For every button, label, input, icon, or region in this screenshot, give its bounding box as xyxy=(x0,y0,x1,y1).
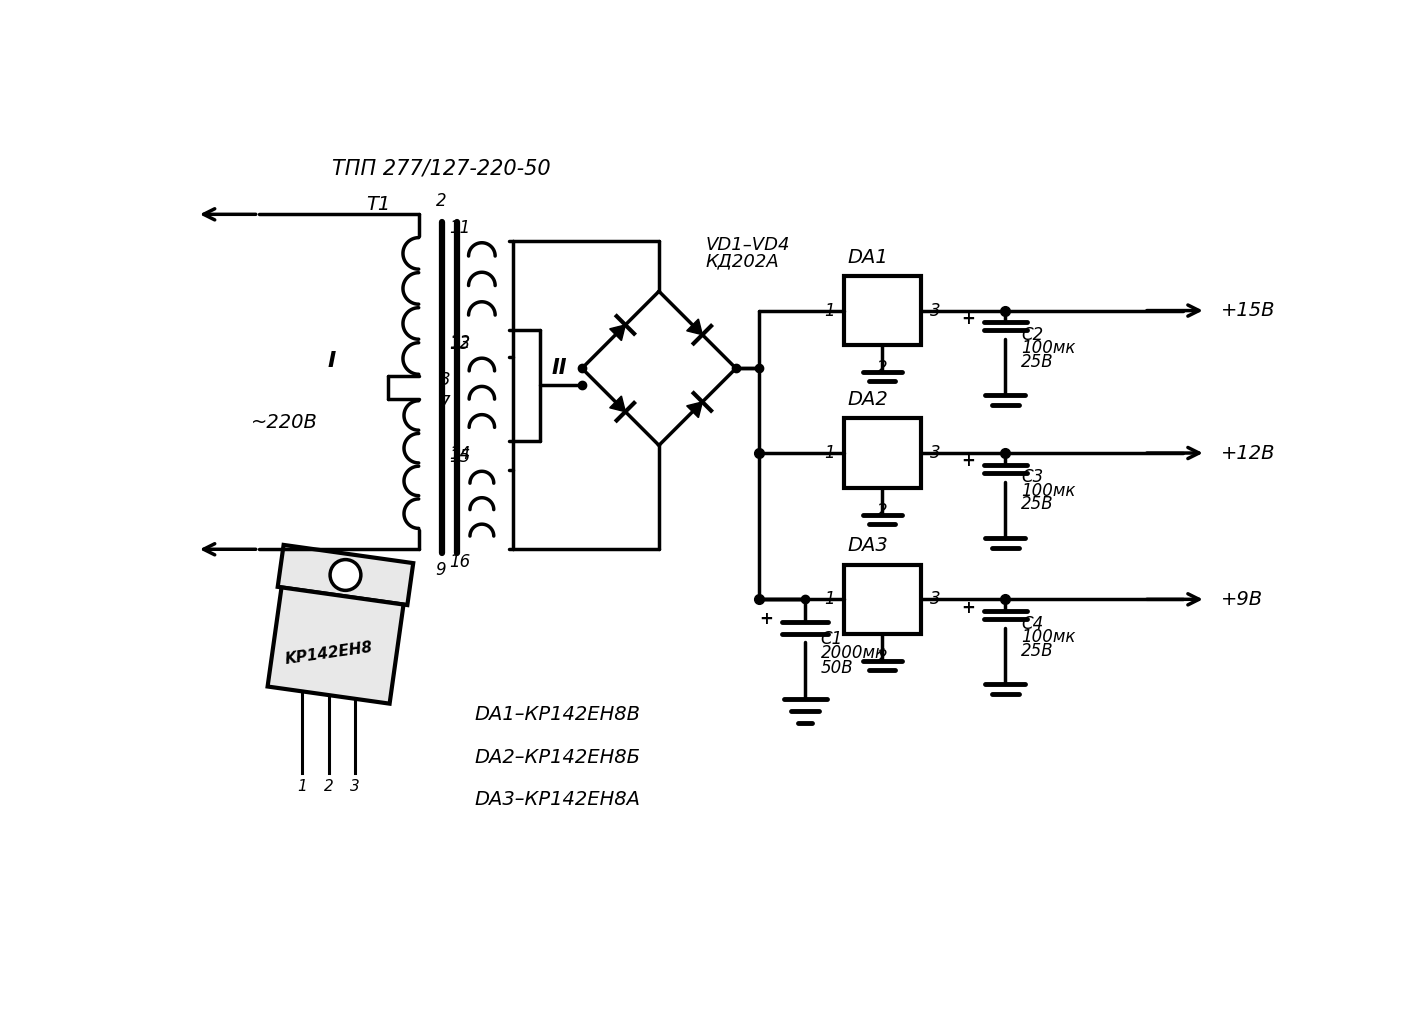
Text: 3: 3 xyxy=(930,444,941,462)
Text: 3: 3 xyxy=(440,371,450,389)
Bar xyxy=(844,276,921,345)
Text: DA3–КР142ЕН8А: DA3–КР142ЕН8А xyxy=(474,790,641,809)
Text: C1: C1 xyxy=(820,630,843,648)
Text: DA2: DA2 xyxy=(847,390,889,409)
Text: 2: 2 xyxy=(436,192,446,210)
Text: 100мк: 100мк xyxy=(1021,339,1075,357)
Text: VD1–VD4: VD1–VD4 xyxy=(705,236,790,254)
Text: 12: 12 xyxy=(449,333,470,352)
Text: 14: 14 xyxy=(449,445,470,463)
Text: I: I xyxy=(328,351,336,371)
Polygon shape xyxy=(609,396,625,411)
Text: 2: 2 xyxy=(877,502,887,519)
Text: +: + xyxy=(961,310,974,328)
Text: 16: 16 xyxy=(449,553,470,571)
Text: KP142EH8: KP142EH8 xyxy=(285,640,375,666)
Text: +: + xyxy=(961,598,974,617)
Text: 13: 13 xyxy=(449,335,470,353)
Text: 7: 7 xyxy=(440,394,450,411)
Text: +: + xyxy=(759,611,773,628)
Polygon shape xyxy=(268,587,403,704)
Text: 2000мк: 2000мк xyxy=(820,644,886,662)
Text: 1: 1 xyxy=(824,590,834,609)
Text: 25В: 25В xyxy=(1021,496,1054,513)
Text: DA2–КР142ЕН8Б: DA2–КР142ЕН8Б xyxy=(474,748,641,767)
Text: 2: 2 xyxy=(323,778,333,793)
Text: 50В: 50В xyxy=(820,659,853,678)
Text: II: II xyxy=(551,359,567,378)
Text: 2: 2 xyxy=(877,359,887,377)
Text: ~220В: ~220В xyxy=(251,412,318,432)
Text: C3: C3 xyxy=(1021,468,1044,487)
Text: DA3: DA3 xyxy=(847,536,889,556)
Text: 1: 1 xyxy=(824,444,834,462)
Text: +: + xyxy=(961,452,974,470)
Text: 9: 9 xyxy=(436,561,446,579)
Text: 25В: 25В xyxy=(1021,353,1054,371)
Text: +15В: +15В xyxy=(1220,301,1276,320)
Text: +9В: +9В xyxy=(1220,590,1263,609)
Text: ТПП 277/127-220-50: ТПП 277/127-220-50 xyxy=(332,158,550,179)
Text: 1: 1 xyxy=(298,778,306,793)
Text: 25В: 25В xyxy=(1021,642,1054,659)
Bar xyxy=(844,565,921,634)
Text: 15: 15 xyxy=(449,448,470,466)
Circle shape xyxy=(330,560,360,590)
Text: +12В: +12В xyxy=(1220,444,1276,462)
Text: 3: 3 xyxy=(930,302,941,320)
Polygon shape xyxy=(609,325,625,340)
Text: C2: C2 xyxy=(1021,326,1044,344)
Polygon shape xyxy=(686,402,702,418)
Polygon shape xyxy=(278,545,413,606)
Text: 3: 3 xyxy=(350,778,360,793)
Text: DA1: DA1 xyxy=(847,248,889,266)
Text: 2: 2 xyxy=(877,648,887,665)
Text: Т1: Т1 xyxy=(366,195,390,214)
Bar xyxy=(844,419,921,488)
Text: 11: 11 xyxy=(449,219,470,238)
Text: C4: C4 xyxy=(1021,615,1044,633)
Text: 1: 1 xyxy=(824,302,834,320)
Text: КД202А: КД202А xyxy=(705,253,779,271)
Polygon shape xyxy=(686,319,702,334)
Text: 100мк: 100мк xyxy=(1021,628,1075,646)
Text: DA1–КР142ЕН8В: DA1–КР142ЕН8В xyxy=(474,705,641,724)
Text: 3: 3 xyxy=(930,590,941,609)
Text: 100мк: 100мк xyxy=(1021,482,1075,500)
